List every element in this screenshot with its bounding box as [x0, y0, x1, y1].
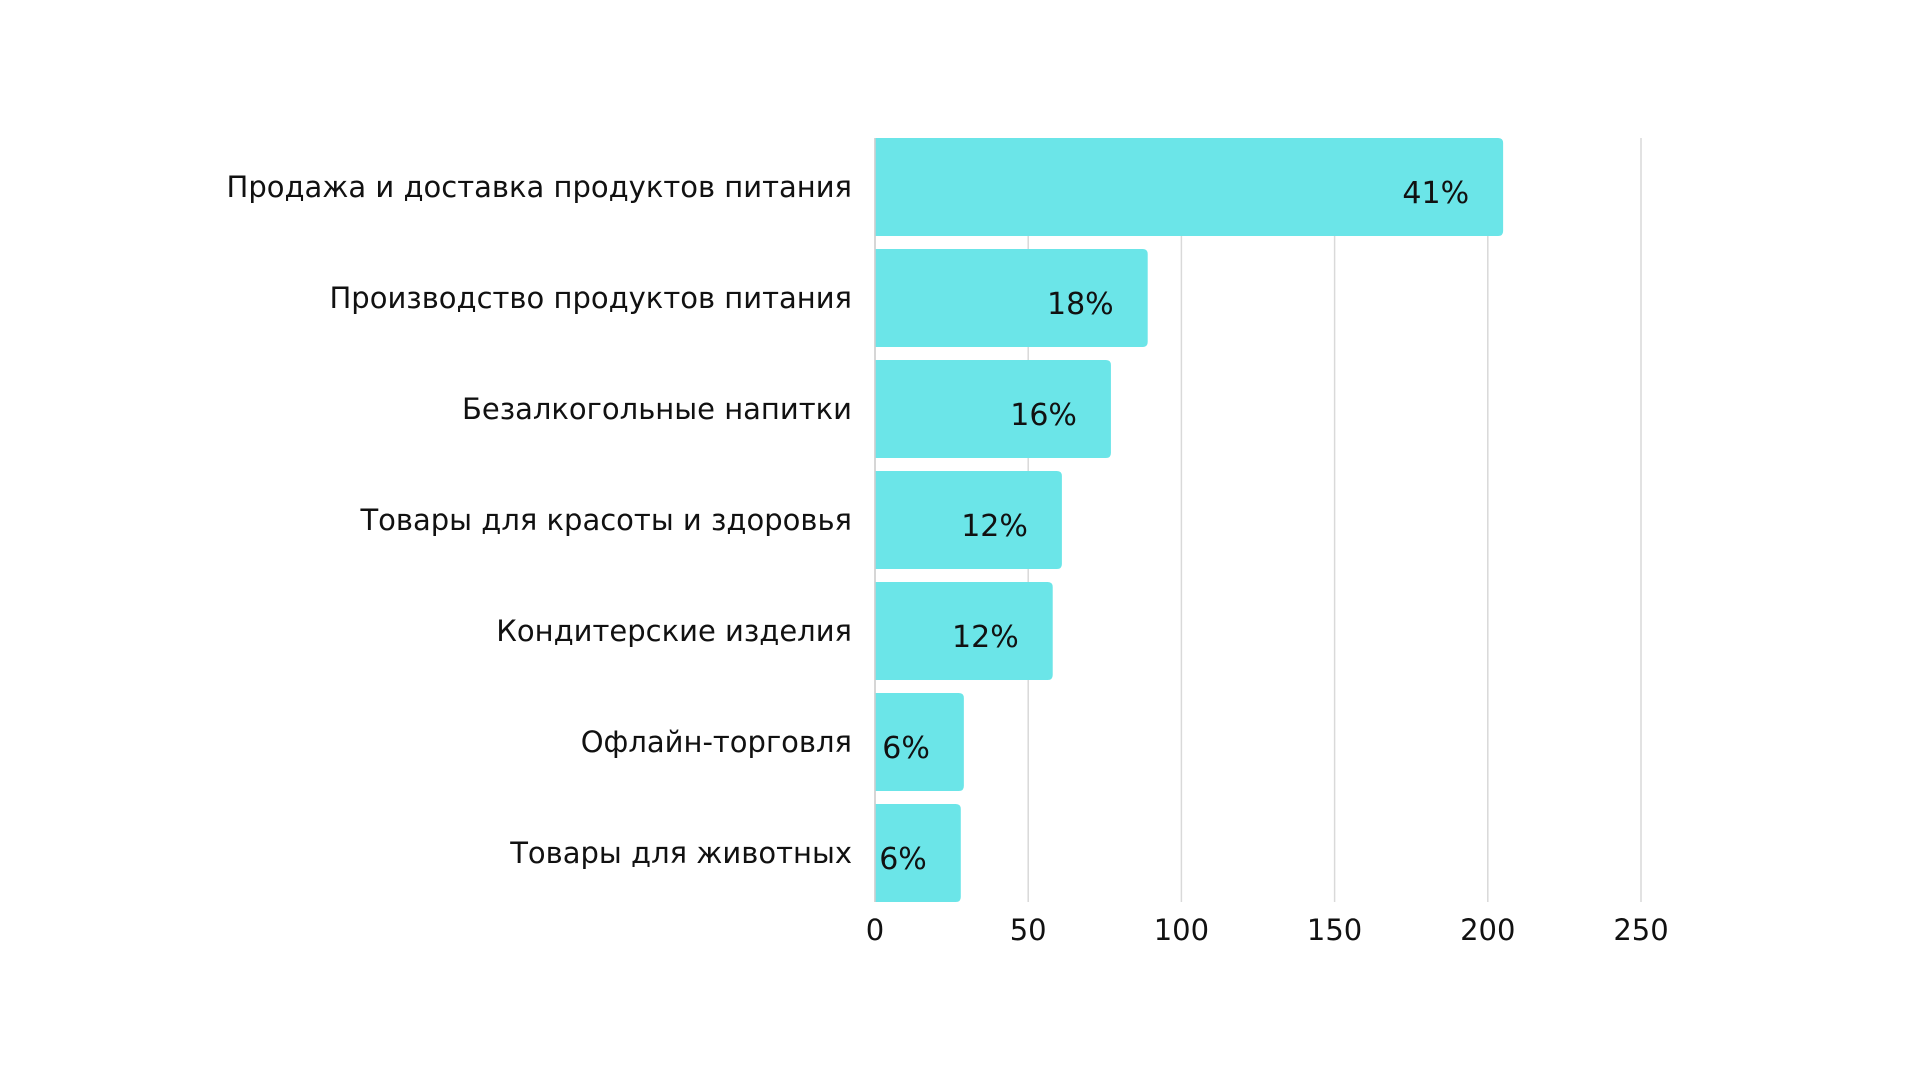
data-label: 18%: [1047, 287, 1114, 322]
bar: [875, 582, 1053, 680]
category-label: Продажа и доставка продуктов питания: [227, 170, 852, 204]
category-label: Товары для животных: [509, 836, 852, 870]
x-tick-label: 0: [866, 913, 884, 947]
bar: [875, 471, 1062, 569]
data-label: 41%: [1402, 176, 1469, 211]
data-label: 16%: [1010, 398, 1077, 433]
data-label: 12%: [952, 620, 1019, 655]
bar: [875, 804, 961, 902]
x-tick-label: 50: [1010, 913, 1047, 947]
category-label: Товары для красоты и здоровья: [359, 503, 852, 537]
x-tick-label: 200: [1460, 913, 1515, 947]
category-label: Производство продуктов питания: [329, 281, 852, 315]
category-label: Офлайн-торговля: [581, 725, 852, 759]
x-tick-label: 250: [1613, 913, 1668, 947]
bar: [875, 693, 964, 791]
category-label: Безалкогольные напитки: [462, 392, 852, 426]
bar: [875, 249, 1148, 347]
data-label: 6%: [882, 731, 930, 766]
bar: [875, 138, 1504, 236]
category-label: Кондитерские изделия: [496, 614, 852, 648]
data-label: 6%: [879, 842, 927, 877]
x-tick-label: 100: [1154, 913, 1209, 947]
x-tick-label: 150: [1307, 913, 1362, 947]
data-label: 12%: [961, 509, 1028, 544]
bar: [875, 360, 1111, 458]
